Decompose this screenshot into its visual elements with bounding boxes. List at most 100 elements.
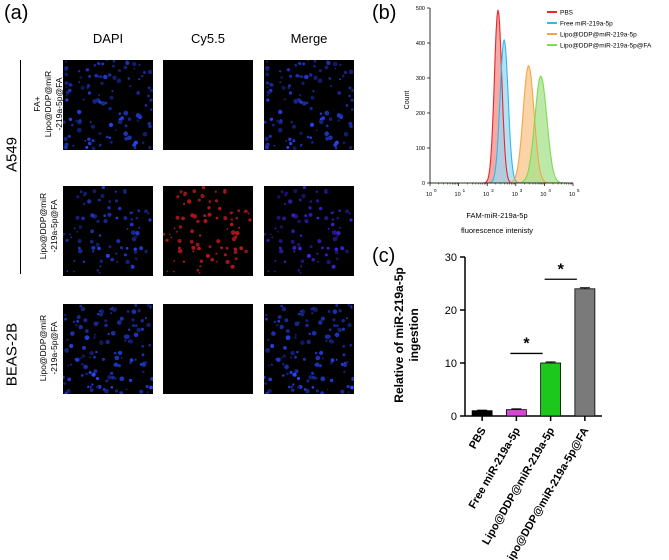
nucleus-dot (91, 139, 95, 142)
nucleus-dot (302, 101, 307, 106)
nucleus-dot (248, 218, 252, 222)
flow-y-axis-label: Count (404, 91, 411, 110)
nucleus-dot (294, 321, 300, 327)
nucleus-dot (70, 236, 73, 239)
nucleus-dot (112, 60, 116, 63)
nucleus-dot (340, 246, 345, 251)
nucleus-dot (67, 377, 72, 382)
nucleus-dot (332, 318, 336, 322)
nucleus-dot (108, 200, 112, 203)
nucleus-dot (311, 257, 315, 262)
nucleus-dot (279, 324, 284, 330)
nucleus-dot (289, 371, 293, 374)
nucleus-dot (98, 131, 102, 135)
nucleus-dot (273, 144, 276, 147)
nucleus-dot (110, 375, 115, 380)
nucleus-dot (116, 260, 118, 263)
nucleus-dot (80, 85, 85, 90)
nucleus-dot (191, 245, 196, 250)
legend-label-2: Lipo@DDP@miR-219a-5p (560, 32, 637, 39)
nucleus-dot (336, 216, 340, 220)
nucleus-dot (275, 357, 279, 362)
nucleus-dot (311, 312, 314, 315)
nucleus-dot (330, 211, 334, 215)
nucleus-dot (114, 362, 119, 367)
nucleus-dot (294, 333, 297, 336)
nucleus-dot (280, 304, 283, 308)
nucleus-dot (63, 375, 65, 379)
nucleus-dot (294, 355, 297, 359)
nucleus-dot (290, 385, 293, 388)
panel-b-letter: (b) (372, 2, 397, 24)
nucleus-dot (125, 61, 130, 65)
nucleus-dot (99, 340, 104, 345)
nucleus-dot (289, 74, 293, 78)
nucleus-dot (95, 350, 98, 354)
nucleus-dot (111, 90, 114, 93)
nucleus-dot (133, 247, 137, 251)
nucleus-dot (99, 309, 105, 314)
nucleus-dot (313, 75, 318, 80)
nucleus-dot (314, 351, 318, 355)
histogram-fill-3 (430, 76, 573, 183)
flow-x-tick-label: 10 (569, 192, 575, 198)
nucleus-dot (64, 317, 67, 321)
nucleus-dot (99, 265, 102, 268)
nucleus-dot (310, 95, 315, 100)
nucleus-dot (199, 259, 204, 263)
nucleus-dot (271, 236, 274, 239)
nucleus-dot (198, 272, 201, 274)
nucleus-dot (347, 304, 351, 307)
nucleus-dot (298, 246, 302, 251)
nucleus-dot (146, 391, 149, 394)
nucleus-dot (216, 239, 221, 244)
nucleus-dot (320, 376, 326, 382)
micrograph-r1-dapi (63, 60, 153, 150)
nucleus-dot (127, 77, 131, 80)
nucleus-dot (272, 123, 275, 127)
nucleus-dot (96, 219, 100, 224)
nucleus-dot (89, 239, 94, 244)
nucleus-dot (132, 143, 137, 147)
nucleus-dot (234, 257, 238, 261)
nucleus-dot (343, 361, 346, 365)
nucleus-dot (276, 324, 279, 327)
nucleus-dot (309, 122, 315, 127)
nucleus-dot (100, 193, 105, 199)
nucleus-dot (233, 250, 238, 255)
nucleus-dot (144, 360, 148, 364)
nucleus-dot (79, 304, 82, 308)
nucleus-dot (107, 206, 111, 210)
micrograph-r1-merge (264, 60, 354, 150)
nucleus-dot (309, 106, 313, 111)
nucleus-dot (329, 328, 332, 331)
nucleus-dot (149, 88, 153, 93)
nucleus-dot (65, 86, 68, 89)
nucleus-dot (182, 260, 186, 263)
nucleus-dot (82, 346, 86, 350)
nucleus-dot (299, 144, 302, 147)
nucleus-dot (112, 75, 117, 80)
nucleus-dot (265, 314, 268, 317)
nucleus-dot (129, 85, 132, 88)
nucleus-dot (119, 376, 125, 382)
nucleus-dot (345, 249, 349, 254)
nucleus-dot (118, 112, 121, 115)
nucleus-dot (115, 216, 119, 220)
nucleus-dot (294, 63, 298, 67)
nucleus-dot (327, 228, 330, 230)
nucleus-dot (313, 64, 316, 68)
nucleus-dot (331, 230, 337, 235)
nucleus-dot (117, 69, 121, 73)
nucleus-dot (144, 104, 148, 107)
nucleus-dot (81, 354, 86, 358)
bar-y-tick-label: 30 (445, 252, 457, 264)
nucleus-dot (116, 78, 122, 84)
nucleus-dot (101, 357, 105, 361)
nucleus-dot (298, 321, 301, 324)
nucleus-dot (76, 316, 80, 320)
nucleus-dot (111, 306, 114, 309)
nucleus-dot (292, 383, 295, 386)
nucleus-dot (282, 354, 287, 358)
nucleus-dot (63, 145, 68, 150)
